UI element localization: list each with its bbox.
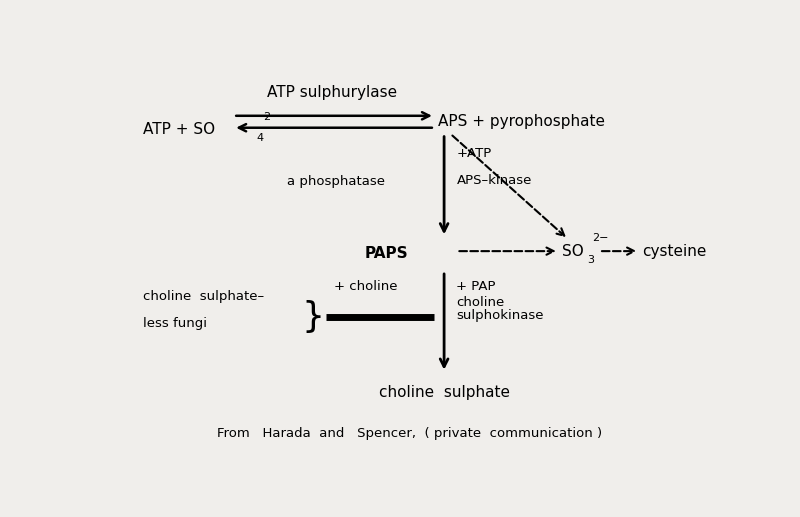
Text: From   Harada  and   Spencer,  ( private  communication ): From Harada and Spencer, ( private commu… bbox=[218, 427, 602, 440]
Text: a phosphatase: a phosphatase bbox=[287, 175, 386, 188]
Text: choline  sulphate–: choline sulphate– bbox=[143, 290, 265, 303]
Text: ATP + SO: ATP + SO bbox=[143, 122, 215, 137]
Text: choline: choline bbox=[457, 296, 505, 309]
Text: APS + pyrophosphate: APS + pyrophosphate bbox=[438, 114, 605, 129]
Text: 4: 4 bbox=[256, 133, 263, 144]
Text: SO: SO bbox=[562, 244, 584, 258]
Text: choline  sulphate: choline sulphate bbox=[378, 385, 510, 400]
Text: ATP sulphurylase: ATP sulphurylase bbox=[267, 85, 398, 100]
Text: + choline: + choline bbox=[334, 280, 398, 294]
Text: +ATP: +ATP bbox=[457, 147, 492, 160]
Text: cysteine: cysteine bbox=[642, 244, 707, 258]
Text: }: } bbox=[302, 300, 325, 334]
Text: 2−: 2− bbox=[263, 112, 279, 122]
Text: sulphokinase: sulphokinase bbox=[457, 309, 544, 322]
Text: PAPS: PAPS bbox=[365, 246, 408, 261]
Text: + PAP: + PAP bbox=[457, 280, 496, 294]
Text: less fungi: less fungi bbox=[143, 317, 207, 330]
Text: 3: 3 bbox=[586, 255, 594, 265]
Text: APS–kinase: APS–kinase bbox=[457, 174, 532, 187]
Text: 2−: 2− bbox=[592, 233, 608, 243]
